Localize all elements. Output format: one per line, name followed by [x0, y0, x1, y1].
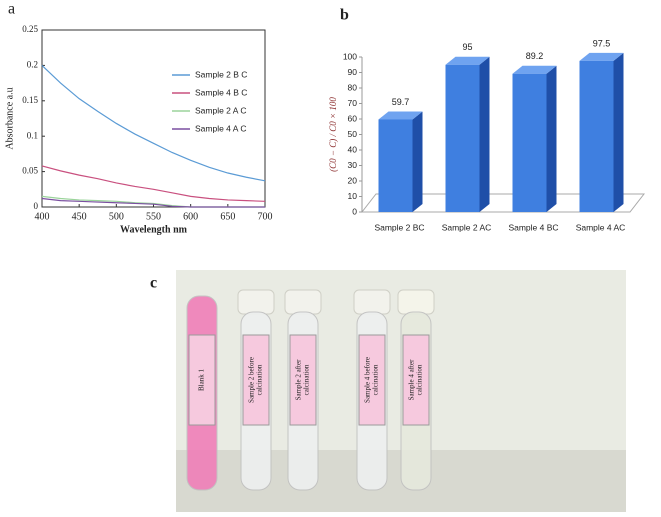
line — [41, 165, 266, 202]
y-tick-label: 0 — [34, 201, 39, 211]
line — [41, 64, 266, 182]
y-tick-label: 0.15 — [22, 95, 38, 105]
y-tick-label: 20 — [348, 175, 358, 185]
x-tick-label: 400 — [35, 211, 50, 222]
x-tick-label: 550 — [146, 211, 161, 222]
tube-label: Sample 2 before — [248, 357, 256, 403]
tube-cap — [237, 289, 275, 315]
bar-top — [445, 56, 490, 65]
x-tick-label: Sample 2 BC — [374, 222, 424, 232]
tube-label-card — [402, 334, 430, 426]
tube-label-card — [358, 334, 386, 426]
x-tick-label: 450 — [72, 211, 87, 222]
bar — [579, 60, 614, 212]
value-label: 95 — [462, 42, 472, 52]
y-tick-label: 80 — [348, 82, 358, 92]
bar-top — [512, 65, 557, 74]
y-tick-label: 60 — [348, 113, 358, 123]
bar — [378, 119, 413, 212]
tube-label: calcination — [372, 364, 380, 395]
x-tick-label: 500 — [109, 211, 124, 222]
legend-label: Sample 4 A C — [195, 123, 247, 133]
x-tick-label: 700 — [258, 211, 273, 222]
y-tick-label: 40 — [348, 144, 358, 154]
tube-label: calcination — [256, 364, 264, 395]
legend-label: Sample 2 A C — [195, 105, 247, 115]
x-tick-label: Sample 2 AC — [442, 222, 492, 232]
tube-label: Sample 4 before — [364, 357, 372, 403]
bar-side — [479, 56, 490, 212]
bar — [445, 64, 480, 212]
y-tick-label: 0.2 — [27, 59, 38, 69]
y-tick-label: 70 — [348, 98, 358, 108]
panel-label: a — [8, 1, 15, 18]
value-label: 89.2 — [526, 51, 544, 61]
x-tick-label: 600 — [183, 211, 198, 222]
y-tick-label: 50 — [348, 129, 358, 139]
tube-cap — [397, 289, 435, 315]
bar-side — [613, 52, 624, 212]
line — [41, 197, 265, 208]
x-tick-label: 650 — [220, 211, 235, 222]
y-tick-label: 10 — [348, 191, 358, 201]
panel-label: b — [340, 7, 349, 24]
y-tick-label: 100 — [343, 51, 357, 61]
y-tick-label: 0.1 — [27, 130, 38, 140]
tube-label-card — [242, 334, 270, 426]
panel-label: c — [150, 275, 157, 292]
x-tick-label: Sample 4 AC — [576, 222, 626, 232]
y-tick-label: 30 — [348, 160, 358, 170]
y-axis-label: Absorbance a.u — [4, 87, 15, 149]
value-label: 59.7 — [392, 97, 410, 107]
bar-top — [579, 52, 624, 61]
y-tick-label: 0.05 — [22, 166, 38, 176]
plot-frame — [41, 29, 266, 208]
tube-label-card — [289, 334, 317, 426]
x-tick-label: Sample 4 BC — [508, 222, 558, 232]
tube-label: Sample 4 after — [408, 359, 416, 400]
tube-label: Sample 2 after — [295, 359, 303, 400]
tube-label: Blank 1 — [198, 369, 206, 391]
tube-label: calcination — [303, 364, 311, 395]
bar — [512, 73, 547, 213]
bar-side — [412, 111, 423, 212]
value-label: 97.5 — [593, 38, 611, 48]
tube-label-card — [188, 334, 216, 426]
tube-cap — [284, 289, 322, 315]
y-tick-label: 0.25 — [22, 24, 38, 34]
tube-label: calcination — [416, 364, 424, 395]
photo: Blank 1 Sample 2 before calcination Sample … — [176, 270, 626, 512]
bar-side — [546, 65, 557, 213]
legend-label: Sample 4 B C — [195, 87, 247, 97]
y-axis-label: (C0 − C) / C0 × 100 — [328, 97, 338, 172]
y-tick-label: 0 — [352, 206, 357, 216]
y-tick-label: 90 — [348, 67, 358, 77]
tube-cap — [353, 289, 391, 315]
x-axis-label: Wavelength nm — [120, 224, 188, 235]
bar-top — [378, 111, 423, 120]
legend-label: Sample 2 B C — [195, 69, 247, 79]
